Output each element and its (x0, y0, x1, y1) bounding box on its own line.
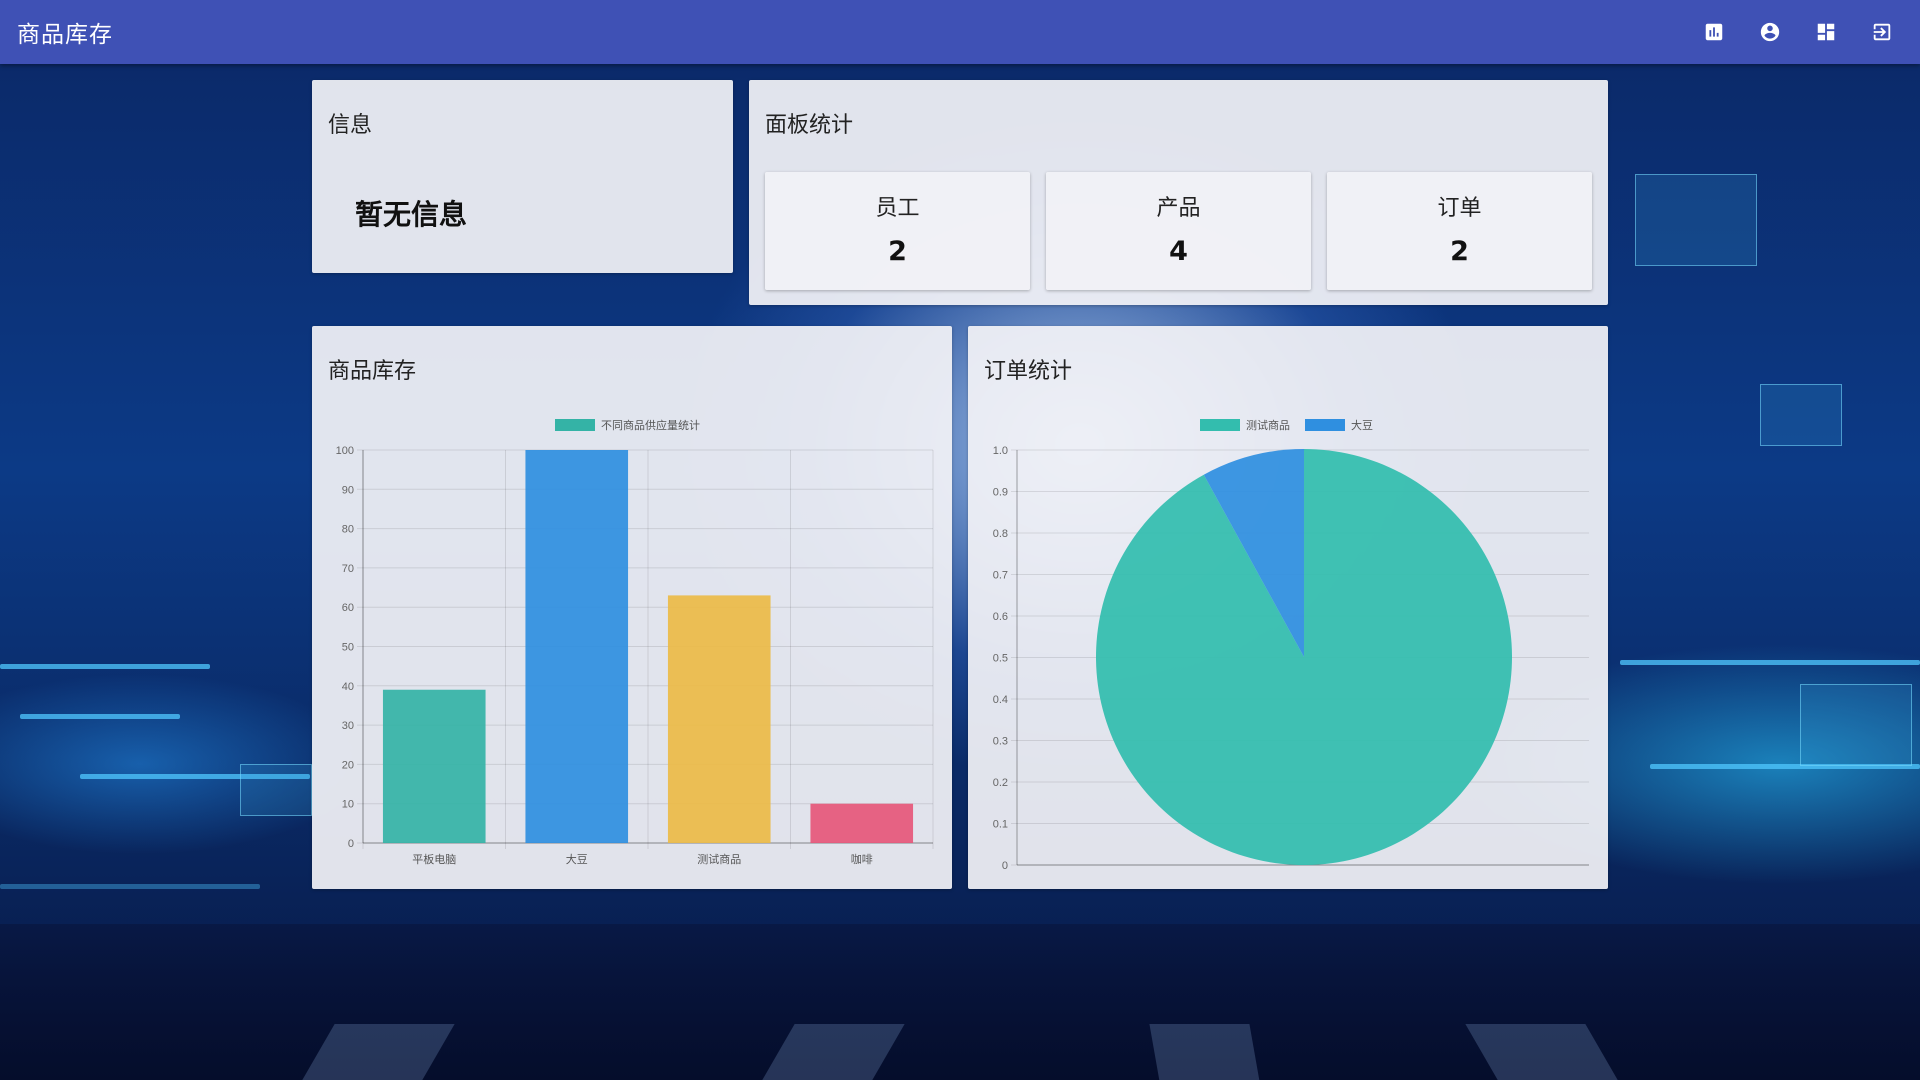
background-light-stripe (20, 714, 180, 719)
legend-swatch (1305, 419, 1345, 431)
x-tick-label: 测试商品 (697, 852, 741, 866)
orders-pie-chart: 0 0.1 0.2 0.3 0.4 0.5 0.6 0.7 0.8 0.9 1.0 测试商品 大豆 (993, 418, 1589, 872)
background-screen-panel (240, 764, 312, 816)
y-tick-label: 90 (342, 484, 354, 496)
stat-products[interactable]: 产品 4 (1046, 172, 1311, 290)
app-bar-actions (1686, 0, 1910, 64)
y-tick-label: 0 (348, 838, 354, 850)
x-tick-label: 平板电脑 (412, 852, 456, 866)
dashboard-icon (1817, 23, 1835, 41)
bar (667, 595, 771, 843)
y-tick-label: 10 (342, 799, 354, 811)
orders-chart-title: 订单统计 (984, 359, 1073, 384)
stat-employees[interactable]: 员工 2 (765, 172, 1030, 290)
y-tick-label: 100 (336, 445, 354, 457)
background-light-stripe (0, 664, 210, 669)
background-light-stripe (1650, 764, 1920, 769)
stat-value: 2 (1450, 236, 1469, 267)
y-tick-label: 0.5 (993, 653, 1008, 665)
x-tick-label: 大豆 (566, 852, 588, 866)
chart-icon-button[interactable] (1686, 0, 1742, 64)
legend-swatch (1200, 419, 1240, 431)
pie-slice (1096, 449, 1512, 866)
bar (810, 803, 914, 843)
background-screen-panel (1800, 684, 1912, 766)
info-message: 暂无信息 (355, 198, 468, 231)
y-tick-label: 40 (342, 681, 354, 693)
stat-label: 订单 (1437, 196, 1482, 221)
y-tick-label: 0.4 (993, 694, 1008, 706)
stats-card-title: 面板统计 (765, 113, 854, 138)
logout-icon-button[interactable] (1854, 0, 1910, 64)
y-tick-label: 0.9 (993, 487, 1008, 499)
stat-label: 员工 (875, 196, 920, 221)
logout-icon (1873, 23, 1891, 41)
account-icon-button[interactable] (1742, 0, 1798, 64)
legend-label: 大豆 (1351, 418, 1373, 432)
bar (525, 450, 629, 843)
account-icon (1760, 22, 1780, 42)
chart-icon (1705, 23, 1723, 41)
x-tick-label: 咖啡 (851, 852, 873, 866)
dashboard-icon-button[interactable] (1798, 0, 1854, 64)
y-tick-label: 50 (342, 642, 354, 654)
legend-swatch (555, 419, 595, 431)
stats-card: 面板统计 员工 2 产品 4 订单 2 (749, 80, 1608, 305)
background-light-stripe (0, 884, 260, 889)
background-light-stripe (80, 774, 310, 779)
y-tick-label: 70 (342, 563, 354, 575)
background-screen-panel (1760, 384, 1842, 446)
stat-label: 产品 (1156, 196, 1201, 221)
y-tick-label: 1.0 (993, 445, 1008, 457)
y-tick-label: 30 (342, 720, 354, 732)
legend-label: 测试商品 (1246, 418, 1290, 432)
y-tick-label: 20 (342, 759, 354, 771)
stat-orders[interactable]: 订单 2 (1327, 172, 1592, 290)
pie-slice (1203, 449, 1304, 657)
background-light-stripe (1620, 660, 1920, 665)
y-tick-label: 0.3 (993, 736, 1008, 748)
y-tick-label: 80 (342, 524, 354, 536)
background-screen-panel (1635, 174, 1757, 266)
y-tick-label: 0.7 (993, 570, 1008, 582)
info-card: 信息 暂无信息 (312, 80, 733, 273)
app-bar: 商品库存 (0, 0, 1920, 64)
y-tick-label: 0.2 (993, 777, 1008, 789)
stat-value: 2 (888, 236, 907, 267)
inventory-chart-title: 商品库存 (328, 359, 417, 384)
legend-label: 不同商品供应量统计 (601, 418, 700, 432)
info-card-title: 信息 (328, 113, 373, 138)
background-floor (0, 924, 1920, 1080)
y-tick-label: 0.6 (993, 611, 1008, 623)
inventory-bar-chart: 0 10 20 30 40 50 60 70 80 90 100 平板电脑 大豆 测试商品 咖啡 不同商品供应… (336, 418, 934, 866)
y-tick-label: 0.8 (993, 528, 1008, 540)
bar (382, 689, 486, 843)
y-tick-label: 0.1 (993, 819, 1008, 831)
app-title: 商品库存 (17, 22, 113, 48)
inventory-chart-card: 商品库存 0 10 20 30 40 50 60 70 80 90 100 平板电脑 大豆 测试商品 咖啡 不… (312, 326, 952, 889)
y-tick-label: 0 (1002, 860, 1008, 872)
orders-chart-card: 订单统计 0 0.1 0.2 0.3 0.4 0.5 0.6 0.7 0.8 0.9 1.0 测试商品… (968, 326, 1608, 889)
stat-value: 4 (1169, 236, 1188, 267)
y-tick-label: 60 (342, 602, 354, 614)
